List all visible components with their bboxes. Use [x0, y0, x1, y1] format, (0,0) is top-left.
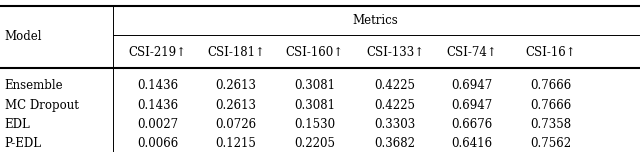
Text: Metrics: Metrics	[353, 14, 399, 27]
Text: 0.4225: 0.4225	[374, 79, 416, 92]
Text: MC Dropout: MC Dropout	[4, 99, 79, 112]
Text: 0.1436: 0.1436	[137, 79, 178, 92]
Text: 0.1436: 0.1436	[137, 99, 178, 112]
Text: P-EDL: P-EDL	[4, 137, 42, 150]
Text: 0.7666: 0.7666	[530, 99, 572, 112]
Text: 0.0027: 0.0027	[137, 118, 178, 131]
Text: Ensemble: Ensemble	[4, 79, 63, 92]
Text: 0.1215: 0.1215	[216, 137, 257, 150]
Text: CSI-16↑: CSI-16↑	[525, 46, 576, 59]
Text: 0.3303: 0.3303	[374, 118, 416, 131]
Text: 0.0726: 0.0726	[215, 118, 257, 131]
Text: 0.7562: 0.7562	[530, 137, 572, 150]
Text: 0.6676: 0.6676	[451, 118, 492, 131]
Text: 0.2613: 0.2613	[216, 99, 257, 112]
Text: CSI-219↑: CSI-219↑	[129, 46, 186, 59]
Text: 0.3682: 0.3682	[374, 137, 416, 150]
Text: 0.6947: 0.6947	[451, 79, 492, 92]
Text: 0.6416: 0.6416	[451, 137, 492, 150]
Text: CSI-181↑: CSI-181↑	[207, 46, 265, 59]
Text: 0.1530: 0.1530	[294, 118, 335, 131]
Text: CSI-160↑: CSI-160↑	[286, 46, 344, 59]
Text: CSI-74↑: CSI-74↑	[446, 46, 497, 59]
Text: EDL: EDL	[4, 118, 30, 131]
Text: 0.6947: 0.6947	[451, 99, 492, 112]
Text: 0.2613: 0.2613	[216, 79, 257, 92]
Text: 0.4225: 0.4225	[374, 99, 416, 112]
Text: 0.0066: 0.0066	[137, 137, 178, 150]
Text: 0.3081: 0.3081	[294, 79, 335, 92]
Text: Model: Model	[4, 30, 42, 43]
Text: 0.7358: 0.7358	[530, 118, 572, 131]
Text: 0.2205: 0.2205	[294, 137, 335, 150]
Text: CSI-133↑: CSI-133↑	[366, 46, 424, 59]
Text: 0.3081: 0.3081	[294, 99, 335, 112]
Text: 0.7666: 0.7666	[530, 79, 572, 92]
